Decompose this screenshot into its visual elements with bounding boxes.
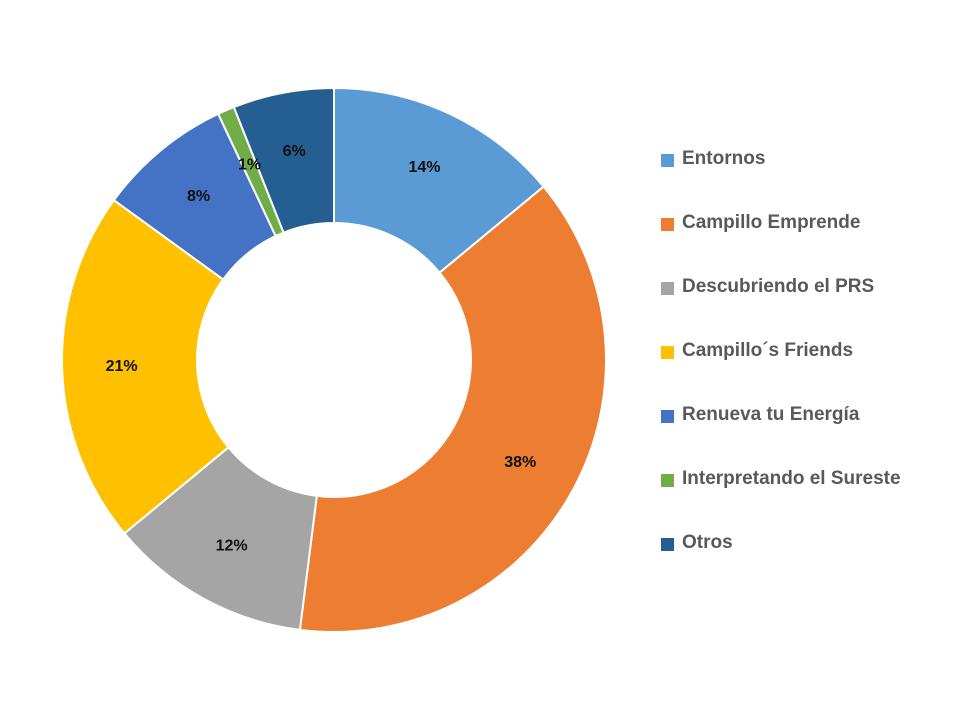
chart-legend: Entornos Campillo Emprende Descubriendo el… <box>661 128 951 576</box>
legend-item-descubriendo-el-prs: Descubriendo el PRS <box>661 256 951 320</box>
legend-swatch <box>661 537 674 551</box>
legend-swatch <box>661 409 674 423</box>
legend-label: Campillo´s Friends <box>682 340 854 361</box>
data-label-campillo-s-friends: 21% <box>106 358 138 375</box>
slice-campillo-emprende <box>298 185 607 633</box>
legend-item-campillo-emprende: Campillo Emprende <box>661 192 951 256</box>
data-label-renueva-tu-energia: 8% <box>187 188 210 205</box>
legend-item-entornos: Entornos <box>661 128 951 192</box>
legend-label: Otros <box>682 532 733 553</box>
legend-swatch <box>661 281 674 295</box>
data-label-campillo-emprende: 38% <box>504 454 536 471</box>
legend-label: Entornos <box>682 148 766 169</box>
slice-entornos <box>333 86 545 275</box>
legend-item-interpretando-el-sureste: Interpretando el Sureste <box>661 448 951 512</box>
legend-label: Interpretando el Sureste <box>682 468 901 489</box>
legend-label: Descubriendo el PRS <box>682 276 875 297</box>
data-label-descubriendo-el-prs: 12% <box>216 538 248 555</box>
slice-campillo-s-friends <box>61 198 230 535</box>
legend-item-renueva-tu-energia: Renueva tu Energía <box>661 384 951 448</box>
data-label-entornos: 14% <box>408 159 440 176</box>
legend-swatch <box>661 345 674 359</box>
data-label-otros: 6% <box>283 143 306 160</box>
legend-item-otros: Otros <box>661 512 951 576</box>
legend-swatch <box>661 473 674 487</box>
donut-slices <box>61 86 607 633</box>
legend-label: Renueva tu Energía <box>682 404 860 425</box>
data-label-interpretando-el-sureste: 1% <box>238 156 261 173</box>
donut-data-labels: 14% 38% 12% 21% 8% 1% 6% <box>106 143 537 555</box>
slice-otros <box>232 86 335 234</box>
legend-swatch <box>661 153 674 167</box>
legend-label: Campillo Emprende <box>682 212 861 233</box>
legend-item-campillo-s-friends: Campillo´s Friends <box>661 320 951 384</box>
legend-swatch <box>661 217 674 231</box>
